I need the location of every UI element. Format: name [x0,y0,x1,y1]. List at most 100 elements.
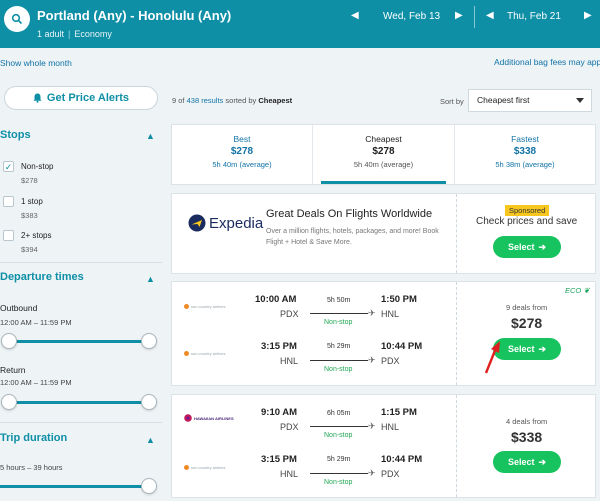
expedia-plane-icon [188,214,206,232]
search-button[interactable] [4,6,30,32]
traveler-summary[interactable]: 1 adult | Economy [37,29,112,39]
ad-description: Over a million flights, hotels, packages… [266,228,439,246]
airline-logo: sun country airlines [184,351,225,356]
card-divider [456,395,457,497]
flight-line [310,473,368,474]
tab-fastest[interactable]: Fastest $338 5h 38m (average) [455,125,595,185]
caret-down-icon [576,98,584,103]
checkbox-1-stop[interactable] [3,196,14,207]
airline-logo: HAWAIIAN AIRLINES [184,414,234,422]
tab-price: $278 [230,146,254,157]
flight-result-card[interactable] [171,394,596,498]
departure-time: 3:15 PM [261,341,297,352]
return-next-arrow-icon[interactable]: ▶ [584,10,592,21]
airline-name: sun country airlines [191,465,226,470]
date-divider [474,6,475,28]
stops-label: Non-stop [324,366,353,373]
depart-date[interactable]: Wed, Feb 13 [383,11,441,22]
airline-logo: sun country airlines [184,465,225,470]
departure-time: 3:15 PM [261,454,297,465]
stops-option-price: $383 [21,211,38,220]
flight-result-card[interactable] [171,281,596,386]
chevron-up-icon[interactable]: ▲ [146,131,155,141]
outbound-slider-track[interactable] [8,340,150,343]
sponsored-ad-card[interactable]: Expedia Great Deals On Flights Worldwide… [171,193,596,274]
chevron-up-icon[interactable]: ▲ [146,435,155,445]
results-shown: 9 [172,96,177,105]
plane-icon: ✈ [368,355,376,365]
stops-option-price: $278 [21,176,38,185]
flight-duration: 5h 50m [327,297,351,304]
airline-dot-icon [184,465,189,470]
arrival-time: 10:44 PM [381,341,423,352]
return-slider-min-handle[interactable] [1,394,17,410]
sponsored-badge: Sponsored [505,205,550,216]
flight-select-button[interactable]: Select ➔ [493,338,561,360]
arrow-right-icon: ➔ [538,241,547,252]
tab-best[interactable]: Best $278 5h 40m (average) [172,125,312,185]
filter-divider [0,262,162,263]
plane-icon: ✈ [368,421,376,431]
results-total-link[interactable]: 438 results [186,96,224,105]
outbound-slider-min-handle[interactable] [1,333,17,349]
show-whole-month-link[interactable]: Show whole month [0,58,72,68]
airline-logo: sun country airlines [184,304,225,309]
flight-line [310,426,368,427]
deals-count: 4 deals from [506,417,548,426]
search-header: Portland (Any) - Honolulu (Any) 1 adult |… [0,0,600,48]
tab-duration: 5h 40m (average) [353,160,414,169]
checkbox-nonstop[interactable]: ✓ [3,161,14,172]
stops-filter-title[interactable]: Stops [0,129,31,141]
arrival-time: 1:15 PM [381,407,417,418]
price-alert-button[interactable]: Get Price Alerts [4,86,158,110]
checkbox-2-stops[interactable] [3,230,14,241]
tab-title: Cheapest [365,134,402,144]
departure-filter-title[interactable]: Departure times [0,271,84,283]
duration-filter-title[interactable]: Trip duration [0,432,68,444]
chevron-up-icon[interactable]: ▲ [146,274,155,284]
outbound-slider-max-handle[interactable] [141,333,157,349]
depart-prev-arrow-icon[interactable]: ◀ [351,10,359,21]
outbound-label: Outbound [0,303,38,313]
search-icon [11,13,23,25]
flight-price: $338 [511,429,543,445]
flight-select-button[interactable]: Select ➔ [493,451,561,473]
arrival-airport: HNL [381,422,400,432]
return-slider-max-handle[interactable] [141,394,157,410]
eco-label: ECO [565,286,582,295]
stops-option-label[interactable]: 1 stop [21,197,43,206]
select-label: Select [507,344,535,354]
bell-icon [33,93,42,103]
tab-cheapest[interactable]: Cheapest $278 5h 40m (average) [313,125,454,185]
arrival-time: 1:50 PM [381,294,417,305]
ad-cta: Check prices and save [476,216,578,227]
airline-dot-icon [184,304,189,309]
select-label: Select [507,457,535,467]
route-title[interactable]: Portland (Any) - Honolulu (Any) [37,8,232,23]
red-arrow-annotation-icon [484,341,500,374]
tab-duration: 5h 38m (average) [495,160,555,169]
stops-option-label[interactable]: Non-stop [21,162,54,171]
duration-slider-max-handle[interactable] [141,478,157,494]
depart-next-arrow-icon[interactable]: ▶ [455,10,463,21]
stops-option-price: $394 [21,245,38,254]
sort-tabs-card: Best $278 5h 40m (average) Cheapest $278… [171,124,596,185]
arrival-airport: PDX [381,469,400,479]
plane-icon: ✈ [368,308,376,318]
tab-price: $278 [372,146,395,157]
return-slider-track[interactable] [8,401,150,404]
stops-option-label[interactable]: 2+ stops [21,231,52,240]
tab-separator [454,125,455,185]
duration-slider-track[interactable] [0,485,150,488]
ad-select-button[interactable]: Select ➔ [493,236,561,258]
results-of: of [178,96,185,105]
airline-name: sun country airlines [191,351,226,356]
departure-time: 9:10 AM [261,407,298,418]
return-label: Return [0,365,26,375]
ad-title[interactable]: Great Deals On Flights Worldwide [266,208,433,220]
bag-fees-link[interactable]: Additional bag fees may apply [494,57,600,67]
sort-select[interactable]: Cheapest first [468,89,592,112]
return-date[interactable]: Thu, Feb 21 [507,11,561,22]
eco-badge: ECO ❦ [565,286,590,295]
return-prev-arrow-icon[interactable]: ◀ [486,10,494,21]
